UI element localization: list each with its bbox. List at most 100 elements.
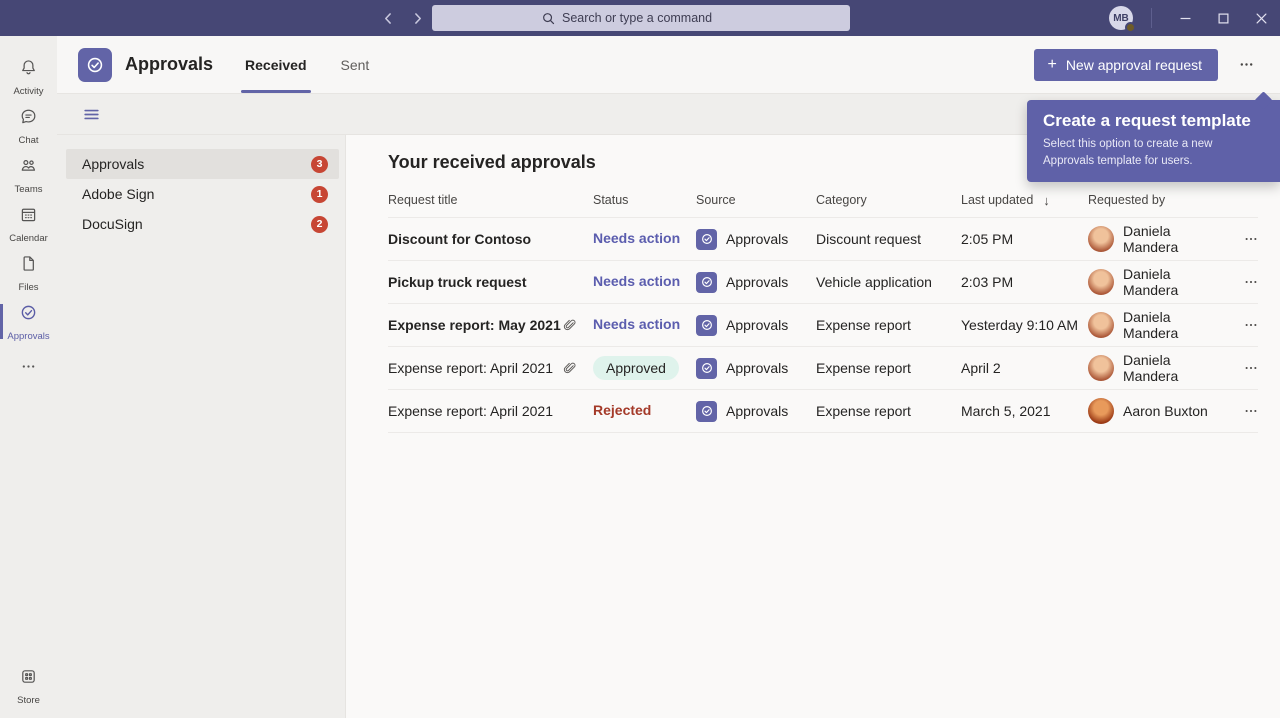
rail-item-label: Teams <box>14 183 43 195</box>
template-teaching-callout: Create a request template Select this op… <box>1027 100 1280 183</box>
rail-item-activity[interactable]: Activity <box>0 52 57 101</box>
more-icon <box>21 359 36 379</box>
sort-descending-icon: ↓ <box>1043 192 1050 208</box>
approvals-icon <box>18 302 39 328</box>
column-header-label: Status <box>593 193 629 207</box>
store-icon <box>18 666 39 692</box>
last-updated-cell: 2:05 PM <box>961 231 1014 247</box>
requester-name: Daniela Mandera <box>1123 266 1179 298</box>
approvals-source-icon <box>696 357 717 379</box>
source-label: Approvals <box>726 317 789 333</box>
request-title: Expense report: April 2021 <box>388 403 553 419</box>
requester-name: Daniela Mandera <box>1123 309 1179 341</box>
received-approvals-panel: Your received approvals Request title Sta… <box>345 135 1280 718</box>
hamburger-menu-button[interactable] <box>82 105 101 124</box>
row-more-button[interactable] <box>1218 361 1258 375</box>
providers-sidebar: Approvals 3 Adobe Sign 1 DocuSign 2 <box>57 135 345 718</box>
sidebar-item-label: Approvals <box>82 156 145 172</box>
back-button[interactable] <box>382 12 395 25</box>
approvals-source-icon <box>696 228 717 250</box>
approvals-app-icon <box>78 47 112 82</box>
tab-received[interactable]: Received <box>241 36 312 94</box>
column-header-last-updated[interactable]: Last updated ↓ <box>961 193 1088 208</box>
unread-count-badge: 2 <box>311 215 328 233</box>
forward-button[interactable] <box>411 12 424 25</box>
category-cell: Discount request <box>816 231 922 247</box>
row-more-button[interactable] <box>1218 318 1258 332</box>
category-cell: Expense report <box>816 403 911 419</box>
attachment-paperclip-icon <box>561 360 593 377</box>
rail-item-label: Calendar <box>9 232 48 244</box>
status-badge: Needs action <box>593 316 681 332</box>
rail-item-label: Store <box>17 694 40 706</box>
rail-item-teams[interactable]: Teams <box>0 150 57 199</box>
user-avatar[interactable]: MB <box>1109 6 1136 33</box>
row-more-button[interactable] <box>1218 404 1258 418</box>
presence-badge <box>1125 22 1136 33</box>
table-row[interactable]: Discount for Contoso Needs action Approval… <box>388 217 1258 260</box>
column-header-category[interactable]: Category <box>816 193 961 207</box>
approvals-source-icon <box>696 271 717 293</box>
table-row[interactable]: Expense report: April 2021 Approved Approv… <box>388 346 1258 389</box>
column-header-label: Category <box>816 193 867 207</box>
source-label: Approvals <box>726 403 789 419</box>
app-rail: Activity Chat Teams Calendar Files Approvals S… <box>0 36 57 718</box>
page-title: Approvals <box>125 54 214 74</box>
rail-item-approvals[interactable]: Approvals <box>0 297 57 346</box>
rail-item-chat[interactable]: Chat <box>0 101 57 150</box>
status-badge: Rejected <box>593 402 652 418</box>
requester-avatar <box>1088 226 1114 252</box>
requester-avatar <box>1088 312 1114 338</box>
request-title: Expense report: May 2021 <box>388 317 561 333</box>
sidebar-item-adobe-sign[interactable]: Adobe Sign 1 <box>66 179 339 209</box>
file-icon <box>18 253 39 279</box>
rail-item-label: Approvals <box>7 330 50 342</box>
table-row[interactable]: Expense report: May 2021 Needs action Appr… <box>388 303 1258 346</box>
close-button[interactable] <box>1242 0 1280 36</box>
table-header-row: Request title Status Source Category Last up… <box>388 183 1258 217</box>
column-header-requested-by[interactable]: Requested by <box>1088 193 1218 207</box>
table-row[interactable]: Expense report: April 2021 Rejected Approv… <box>388 389 1258 432</box>
column-header-source[interactable]: Source <box>696 193 816 207</box>
rail-item-files[interactable]: Files <box>0 248 57 297</box>
rail-item-store[interactable]: Store <box>0 661 57 710</box>
command-search-box[interactable] <box>432 5 850 31</box>
minimize-button[interactable] <box>1166 0 1204 36</box>
status-badge: Approved <box>593 356 679 380</box>
maximize-button[interactable] <box>1204 0 1242 36</box>
callout-title: Create a request template <box>1043 111 1251 130</box>
app-header: Approvals Received Sent + New approval re… <box>57 36 1280 94</box>
sidebar-item-docusign[interactable]: DocuSign 2 <box>66 209 339 239</box>
last-updated-cell: 2:03 PM <box>961 274 1014 290</box>
category-cell: Expense report <box>816 317 911 333</box>
rail-item-calendar[interactable]: Calendar <box>0 199 57 248</box>
search-input[interactable] <box>562 11 740 25</box>
more-options-button[interactable] <box>1233 53 1260 76</box>
rail-more-button[interactable] <box>0 354 57 384</box>
section-title: Your received approvals <box>388 152 596 172</box>
column-header-status[interactable]: Status <box>593 193 696 207</box>
row-more-button[interactable] <box>1218 275 1258 289</box>
attachment-paperclip-icon <box>561 317 593 334</box>
request-title: Pickup truck request <box>388 274 527 290</box>
column-header-request-title[interactable]: Request title <box>388 193 561 207</box>
column-header-label: Source <box>696 193 736 207</box>
row-more-button[interactable] <box>1218 232 1258 246</box>
requester-name: Aaron Buxton <box>1123 403 1208 419</box>
header-tabs: Received Sent <box>241 36 401 94</box>
calendar-icon <box>18 204 39 230</box>
source-label: Approvals <box>726 360 789 376</box>
tab-sent[interactable]: Sent <box>340 56 370 73</box>
last-updated-cell: March 5, 2021 <box>961 403 1051 419</box>
requester-avatar <box>1088 355 1114 381</box>
title-bar: MB <box>0 0 1280 36</box>
sidebar-item-approvals[interactable]: Approvals 3 <box>66 149 339 179</box>
new-approval-request-button[interactable]: + New approval request <box>1034 48 1218 81</box>
sidebar-item-label: DocuSign <box>82 216 143 232</box>
status-badge: Needs action <box>593 273 681 289</box>
category-cell: Vehicle application <box>816 274 932 290</box>
requester-avatar <box>1088 398 1114 424</box>
last-updated-cell: April 2 <box>961 360 1001 376</box>
callout-body: Select this option to create a new Appro… <box>1043 138 1213 167</box>
table-row[interactable]: Pickup truck request Needs action Approval… <box>388 260 1258 303</box>
